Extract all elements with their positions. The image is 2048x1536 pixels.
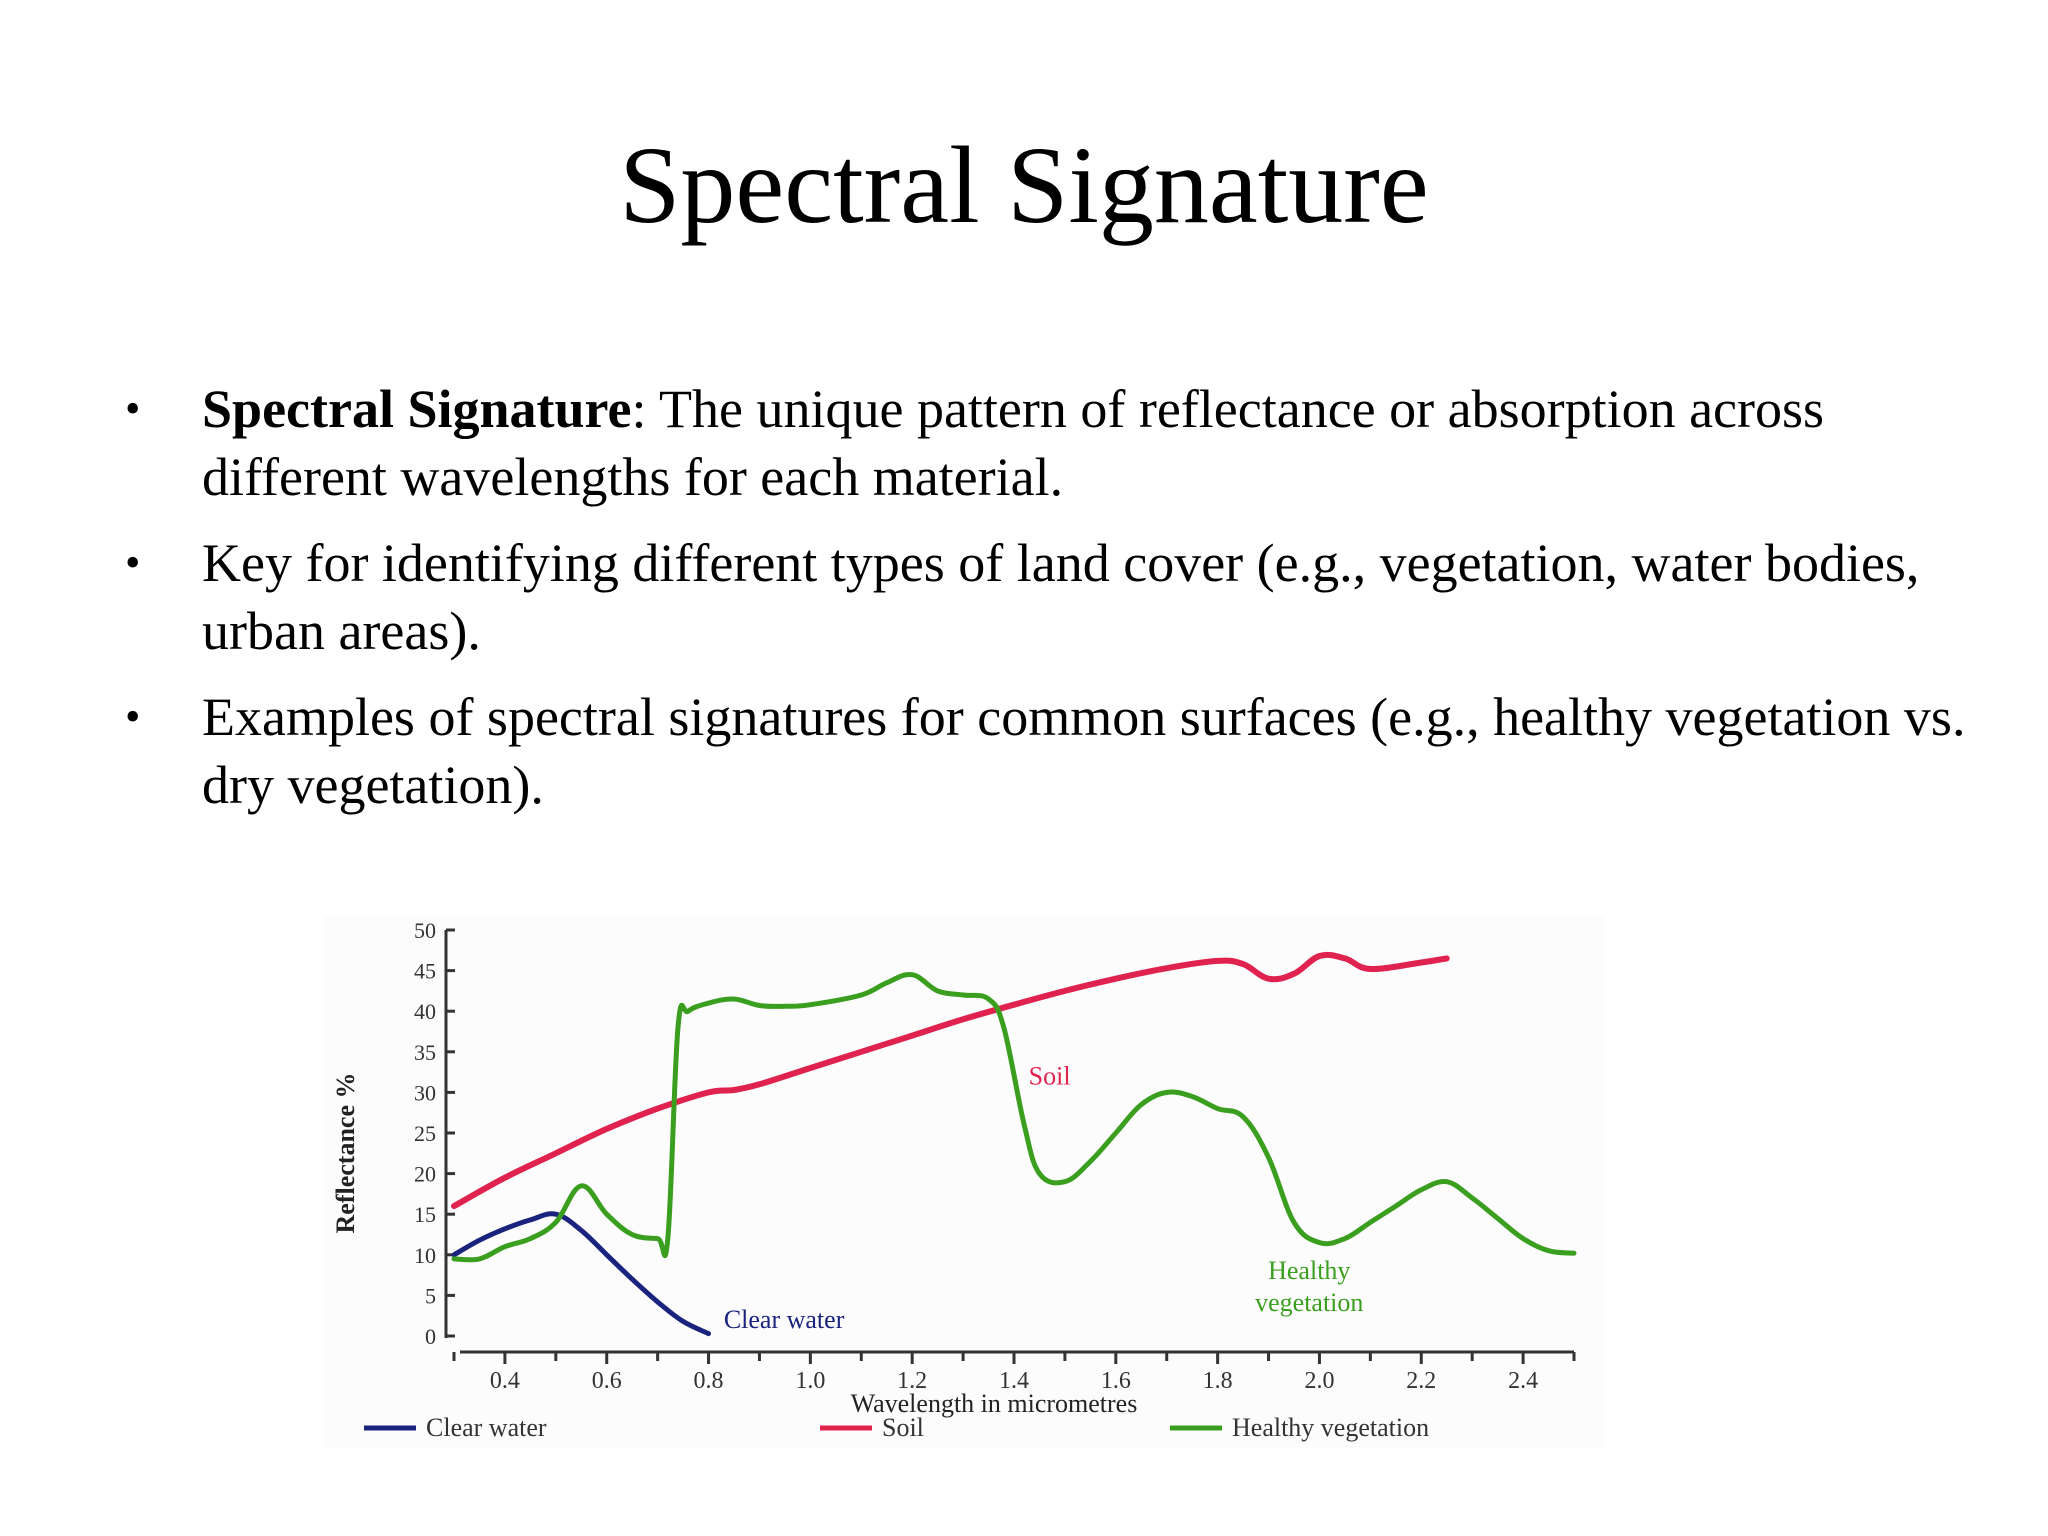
y-tick-label: 35 xyxy=(414,1040,436,1065)
x-tick-label: 0.6 xyxy=(592,1368,622,1394)
legend-label-clear-water: Clear water xyxy=(426,1413,547,1442)
y-tick-label: 30 xyxy=(414,1080,436,1105)
y-tick-label: 25 xyxy=(414,1121,436,1146)
series-label-soil: Soil xyxy=(1029,1061,1071,1090)
y-tick-label: 0 xyxy=(425,1324,436,1349)
y-tick-label: 45 xyxy=(414,959,436,984)
x-tick-label: 2.2 xyxy=(1406,1368,1436,1394)
x-axis-title: Wavelength in micrometres xyxy=(851,1389,1138,1418)
bullet-item: • Spectral Signature: The unique pattern… xyxy=(120,375,1970,511)
y-tick-label: 40 xyxy=(414,999,436,1024)
bullet-list: • Spectral Signature: The unique pattern… xyxy=(120,375,1970,837)
series-label-clear-water: Clear water xyxy=(724,1305,845,1334)
bullet-text: Key for identifying different types of l… xyxy=(202,533,1920,661)
legend-label-healthy-vegetation: Healthy vegetation xyxy=(1232,1413,1429,1442)
x-tick-label: 1.2 xyxy=(897,1368,927,1394)
bullet-item: • Key for identifying different types of… xyxy=(120,529,1970,665)
chart-axes: 0 5 10 15 20 25 30 35 40 45 50 0.4 0.6 0.8 1.0 1.2 1.4 1.… xyxy=(414,918,1576,1394)
x-tick-label: 1.8 xyxy=(1203,1368,1233,1394)
y-tick-label: 10 xyxy=(414,1243,436,1268)
x-tick-label: 2.0 xyxy=(1304,1368,1334,1394)
bullet-dot: • xyxy=(125,538,141,587)
y-tick-label: 20 xyxy=(414,1162,436,1187)
x-tick-label: 1.4 xyxy=(999,1368,1029,1394)
chart-series xyxy=(451,951,1577,1337)
x-tick-label: 0.8 xyxy=(694,1368,724,1394)
x-tick-label: 1.0 xyxy=(795,1368,825,1394)
bullet-text: : The unique pattern of reflectance or a… xyxy=(202,379,1825,507)
chart-labels: Wavelength in micrometres Reflectance % Cl… xyxy=(331,1061,1363,1418)
y-tick-label: 15 xyxy=(414,1202,436,1227)
series-line-clear-water xyxy=(451,1211,711,1337)
series-points-healthy-vegetation xyxy=(454,975,1574,1259)
bullet-item: • Examples of spectral signatures for co… xyxy=(120,683,1970,819)
bullet-dot: • xyxy=(125,384,141,433)
bullet-term: Spectral Signature xyxy=(202,379,632,439)
x-tick-label: 2.4 xyxy=(1508,1368,1538,1394)
series-line-soil xyxy=(451,951,1450,1210)
bullet-dot: • xyxy=(125,692,141,741)
slide-title: Spectral Signature xyxy=(619,124,1429,246)
series-label-healthy-vegetation: vegetation xyxy=(1255,1288,1363,1317)
x-tick-label: 0.4 xyxy=(490,1368,520,1394)
legend-label-soil: Soil xyxy=(882,1413,924,1442)
chart-legend: Clear water Soil Healthy vegetation xyxy=(364,1413,1429,1442)
bullet-text: Examples of spectral signatures for comm… xyxy=(202,687,1966,815)
y-axis-title: Reflectance % xyxy=(331,1073,360,1234)
x-tick-label: 1.6 xyxy=(1101,1368,1131,1394)
y-tick-label: 50 xyxy=(414,918,436,943)
spectral-signature-chart: 0 5 10 15 20 25 30 35 40 45 50 0.4 0.6 0.8 1.0 1.2 1.4 1.… xyxy=(331,918,1577,1442)
series-label-healthy-vegetation: Healthy xyxy=(1268,1256,1350,1285)
series-line-healthy-vegetation xyxy=(451,971,1577,1263)
y-tick-label: 5 xyxy=(425,1283,436,1308)
